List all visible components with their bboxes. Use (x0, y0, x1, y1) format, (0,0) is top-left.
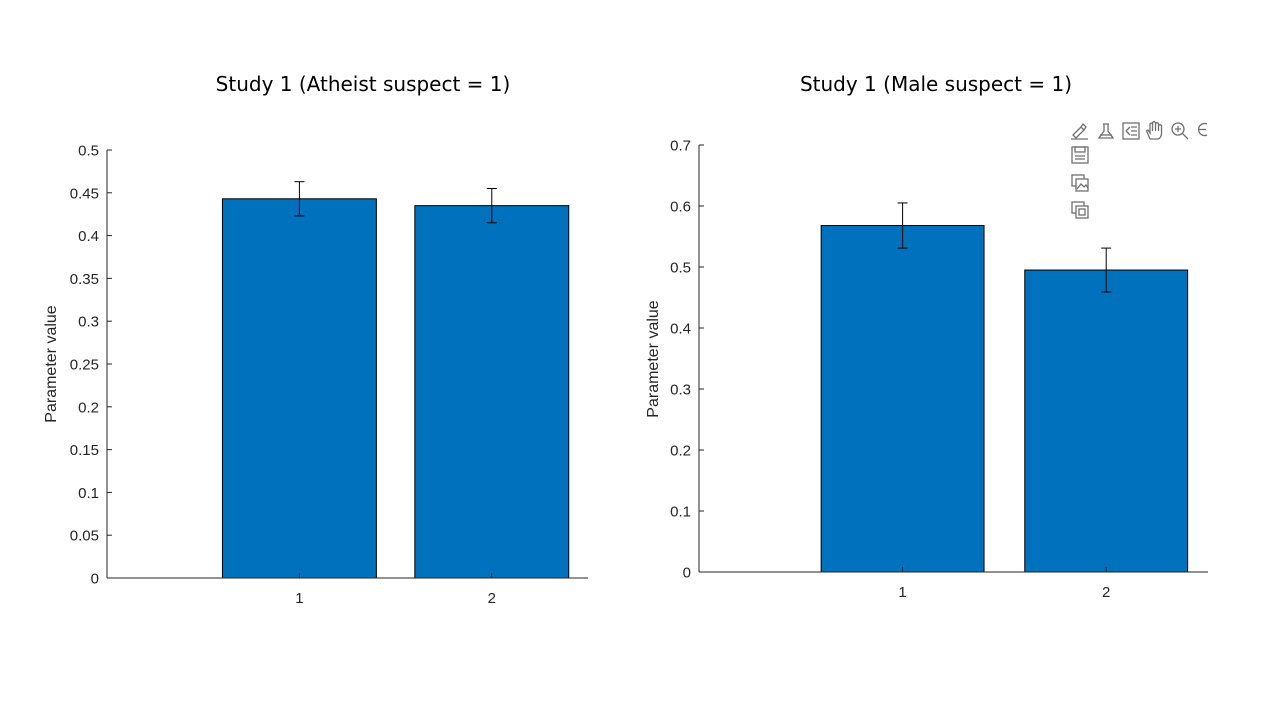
bar-2 (1024, 269, 1189, 573)
y-tick-label: 0.2 (78, 399, 99, 416)
axes-toolbar (1070, 121, 1208, 220)
pan-icon[interactable] (1145, 121, 1165, 141)
y-tick-label: 0.7 (670, 138, 691, 155)
bar-1 (221, 198, 377, 579)
chart-title: Study 1 (Male suspect = 1) (800, 72, 1072, 96)
chart-male-suspect: Study 1 (Male suspect = 1) Parameter val… (645, 72, 1208, 601)
x-tick-label: 2 (1102, 584, 1110, 601)
y-tick-label: 0.6 (670, 199, 691, 216)
bar-1 (820, 225, 985, 573)
y-tick-label: 0.4 (670, 321, 691, 338)
zoom-in-icon[interactable] (1169, 121, 1189, 141)
plot-area: 0 0.05 0.1 0.15 0.2 0.25 0.3 0.35 0.4 0.45 0.5 1 2 (70, 143, 588, 607)
y-axis-label: Parameter value (43, 305, 60, 422)
copy-vector-icon[interactable] (1070, 200, 1090, 220)
data-tips-icon[interactable] (1096, 121, 1116, 141)
error-bar-1 (294, 181, 305, 217)
chart-atheist-suspect: Study 1 (Atheist suspect = 1) Parameter … (43, 72, 588, 607)
y-tick-label: 0 (683, 565, 691, 582)
error-bar-1 (897, 202, 908, 249)
chart-title: Study 1 (Atheist suspect = 1) (216, 72, 511, 96)
x-tick-label: 2 (488, 590, 496, 607)
x-tick-label: 1 (898, 584, 906, 601)
y-tick-label: 0.2 (670, 443, 691, 460)
y-tick-label: 0.3 (78, 314, 99, 331)
y-tick-label: 0.4 (78, 228, 99, 245)
legend-icon[interactable] (1121, 121, 1141, 141)
y-tick-label: 0.3 (670, 382, 691, 399)
zoom-out-icon[interactable] (1193, 121, 1208, 141)
y-tick-label: 0.45 (70, 185, 99, 202)
y-tick-label: 0.25 (70, 357, 99, 374)
brush-icon[interactable] (1070, 121, 1090, 141)
y-tick-label: 0.1 (78, 485, 99, 502)
y-tick-label: 0.35 (70, 271, 99, 288)
error-bar-2 (486, 188, 497, 224)
plot-area: 0 0.1 0.2 0.3 0.4 0.5 0.6 0.7 1 2 (670, 138, 1208, 601)
x-tick-label: 1 (295, 590, 303, 607)
y-tick-label: 0 (91, 571, 99, 588)
y-tick-label: 0.5 (78, 143, 99, 160)
y-tick-label: 0.05 (70, 528, 99, 545)
y-tick-label: 0.5 (670, 260, 691, 277)
y-tick-label: 0.1 (670, 504, 691, 521)
copy-image-icon[interactable] (1070, 173, 1090, 193)
y-axis-label: Parameter value (645, 300, 662, 417)
bar-2 (414, 205, 570, 579)
error-bar-2 (1101, 247, 1112, 293)
y-tick-label: 0.15 (70, 442, 99, 459)
save-icon[interactable] (1070, 145, 1090, 165)
